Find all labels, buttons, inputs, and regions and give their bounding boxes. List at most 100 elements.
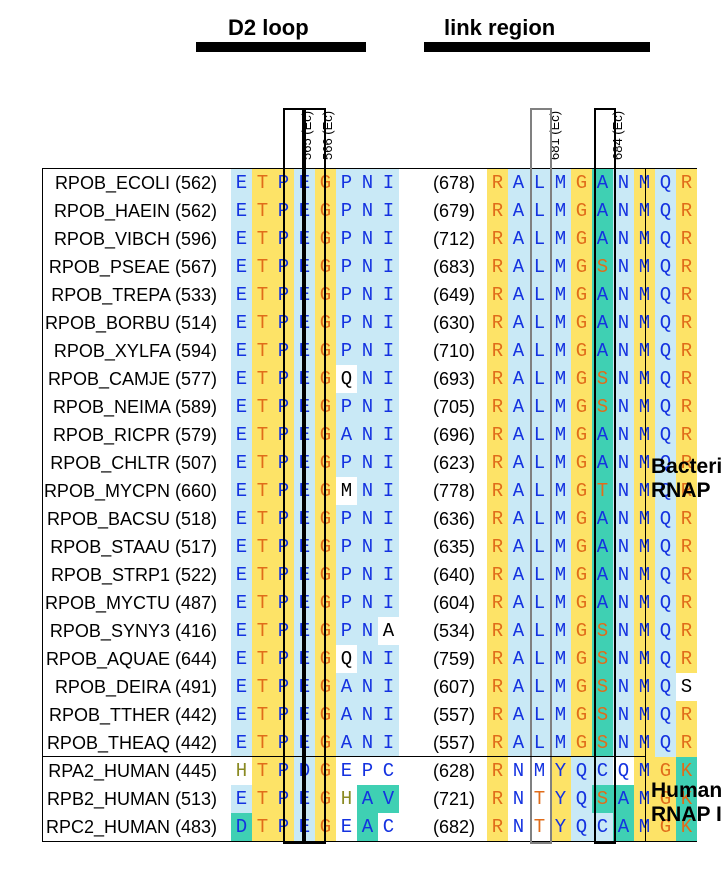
residue: G [571,449,592,477]
residue: N [613,393,634,421]
residue: A [613,813,634,841]
sequence-name: RPOB_CHLTR (507) [43,453,221,474]
residue: Q [571,757,592,785]
residue: I [378,533,399,561]
residue: P [336,449,357,477]
sequence-name: RPOB_CAMJE (577) [43,369,221,390]
residue: M [550,729,571,757]
sequence-name: RPOB_TTHER (442) [43,705,221,726]
residue: R [487,533,508,561]
sequence-name: RPOB_DEIRA (491) [43,677,221,698]
residue: E [231,225,252,253]
residue: T [252,533,273,561]
col-box-565 [283,108,304,844]
residue: R [487,729,508,757]
residue: A [508,337,529,365]
residue: M [550,169,571,197]
residue: E [231,505,252,533]
residue: N [613,449,634,477]
residue: I [378,365,399,393]
residue: N [357,253,378,281]
residue: N [613,673,634,701]
residue: T [252,757,273,785]
residue: I [378,197,399,225]
residue: I [378,701,399,729]
residue: P [336,393,357,421]
residue: M [550,393,571,421]
residue: N [613,701,634,729]
residue: G [571,505,592,533]
residue: T [252,785,273,813]
residue: T [252,589,273,617]
residue: C [378,813,399,841]
residue: N [357,533,378,561]
residue: G [571,197,592,225]
sequence-name: RPOB_PSEAE (567) [43,257,221,278]
residue: G [571,589,592,617]
residue: G [571,393,592,421]
residue: E [231,729,252,757]
residue: A [508,309,529,337]
residue: N [613,561,634,589]
residue: N [357,561,378,589]
residue: N [613,421,634,449]
residue: A [508,365,529,393]
residue: Q [655,253,676,281]
residue: E [231,449,252,477]
residue: R [676,533,697,561]
position-2: (682) [423,817,479,838]
residue: A [508,197,529,225]
residue: R [676,337,697,365]
col-box-566 [304,108,326,844]
residue: G [571,477,592,505]
col-box-681 [530,108,552,844]
residue: P [336,281,357,309]
residue: T [252,449,273,477]
sequence-name: RPOB_TREPA (533) [43,285,221,306]
residue: T [252,169,273,197]
residue: A [508,281,529,309]
residue: M [550,309,571,337]
position-2: (678) [423,173,479,194]
position-2: (604) [423,593,479,614]
residue: R [487,169,508,197]
residue: I [378,505,399,533]
residue: I [378,337,399,365]
position-2: (630) [423,313,479,334]
residue: M [550,533,571,561]
residue: M [550,617,571,645]
bacterial-rnap-label: Bacterial RNAP [651,455,722,503]
residue: T [252,645,273,673]
residue: A [508,505,529,533]
residue: I [378,253,399,281]
residue: E [231,365,252,393]
residue: N [357,701,378,729]
residue: R [487,477,508,505]
sequence-name: RPOB_STRP1 (522) [43,565,221,586]
residue: I [378,393,399,421]
human-rnap-label: Human RNAP I,II,III [651,779,722,827]
position-2: (759) [423,649,479,670]
residue: Q [655,393,676,421]
residue: E [231,169,252,197]
residue: G [571,337,592,365]
residue: R [487,421,508,449]
residue: R [676,309,697,337]
residue: R [487,617,508,645]
residue: E [231,533,252,561]
sequence-name: RPC2_HUMAN (483) [43,817,221,838]
residue: R [487,757,508,785]
residue: N [508,813,529,841]
residue: I [378,645,399,673]
position-2: (679) [423,201,479,222]
residue: R [487,813,508,841]
group-separator [42,756,645,757]
residue: E [231,253,252,281]
residue: R [676,505,697,533]
residue: E [231,785,252,813]
residue: R [676,561,697,589]
residue: A [508,449,529,477]
residue: A [508,589,529,617]
residue: A [336,729,357,757]
residue: N [357,393,378,421]
